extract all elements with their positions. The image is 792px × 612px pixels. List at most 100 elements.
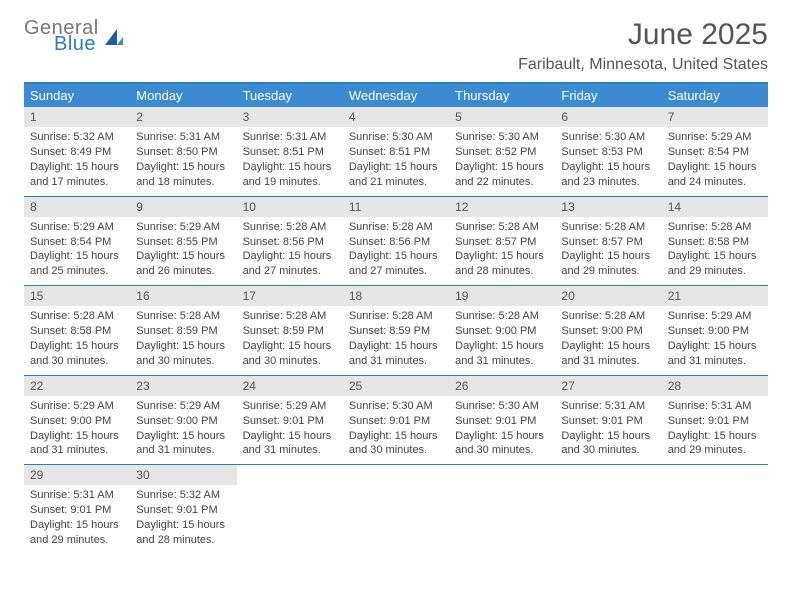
day-details: Sunrise: 5:29 AMSunset: 9:00 PMDaylight:… <box>130 396 236 464</box>
calendar-day-cell: .. <box>237 465 343 554</box>
daylight-line: Daylight: 15 hours and 23 minutes. <box>561 160 655 190</box>
sunrise-line: Sunrise: 5:30 AM <box>561 130 655 145</box>
calendar-day-cell: 3Sunrise: 5:31 AMSunset: 8:51 PMDaylight… <box>237 107 343 196</box>
sunrise-line: Sunrise: 5:30 AM <box>455 399 549 414</box>
sail-icon <box>103 27 125 49</box>
day-number: 20 <box>555 286 661 306</box>
sunrise-line: Sunrise: 5:29 AM <box>30 220 124 235</box>
sunrise-line: Sunrise: 5:28 AM <box>136 309 230 324</box>
calendar-day-cell: 1Sunrise: 5:32 AMSunset: 8:49 PMDaylight… <box>24 107 130 196</box>
weekday-monday: Monday <box>130 83 236 107</box>
day-number: 28 <box>662 376 768 396</box>
day-details: Sunrise: 5:30 AMSunset: 8:52 PMDaylight:… <box>449 127 555 195</box>
day-number: 5 <box>449 107 555 127</box>
sunset-line: Sunset: 8:58 PM <box>668 235 762 250</box>
day-number: 7 <box>662 107 768 127</box>
sunrise-line: Sunrise: 5:30 AM <box>455 130 549 145</box>
day-details: Sunrise: 5:28 AMSunset: 8:56 PMDaylight:… <box>237 217 343 285</box>
daylight-line: Daylight: 15 hours and 29 minutes. <box>561 249 655 279</box>
daylight-line: Daylight: 15 hours and 27 minutes. <box>349 249 443 279</box>
day-number: 10 <box>237 197 343 217</box>
calendar-day-cell: 9Sunrise: 5:29 AMSunset: 8:55 PMDaylight… <box>130 196 236 286</box>
title-block: June 2025 Faribault, Minnesota, United S… <box>518 18 768 74</box>
day-details: Sunrise: 5:30 AMSunset: 9:01 PMDaylight:… <box>449 396 555 464</box>
sunset-line: Sunset: 8:59 PM <box>243 324 337 339</box>
sunset-line: Sunset: 8:58 PM <box>30 324 124 339</box>
daylight-line: Daylight: 15 hours and 31 minutes. <box>30 429 124 459</box>
day-number: 13 <box>555 197 661 217</box>
sunrise-line: Sunrise: 5:31 AM <box>668 399 762 414</box>
sunrise-line: Sunrise: 5:29 AM <box>136 220 230 235</box>
sunrise-line: Sunrise: 5:29 AM <box>136 399 230 414</box>
day-details: Sunrise: 5:28 AMSunset: 8:58 PMDaylight:… <box>662 217 768 285</box>
sunset-line: Sunset: 9:01 PM <box>668 414 762 429</box>
day-details: Sunrise: 5:29 AMSunset: 8:55 PMDaylight:… <box>130 217 236 285</box>
day-details: Sunrise: 5:29 AMSunset: 8:54 PMDaylight:… <box>24 217 130 285</box>
weekday-wednesday: Wednesday <box>343 83 449 107</box>
sunset-line: Sunset: 8:59 PM <box>136 324 230 339</box>
sunrise-line: Sunrise: 5:28 AM <box>30 309 124 324</box>
calendar-day-cell: 8Sunrise: 5:29 AMSunset: 8:54 PMDaylight… <box>24 196 130 286</box>
day-number: 27 <box>555 376 661 396</box>
calendar-day-cell: 4Sunrise: 5:30 AMSunset: 8:51 PMDaylight… <box>343 107 449 196</box>
weekday-header-row: Sunday Monday Tuesday Wednesday Thursday… <box>24 83 768 107</box>
day-details: Sunrise: 5:31 AMSunset: 9:01 PMDaylight:… <box>662 396 768 464</box>
daylight-line: Daylight: 15 hours and 30 minutes. <box>136 339 230 369</box>
sunrise-line: Sunrise: 5:28 AM <box>455 309 549 324</box>
day-number: 1 <box>24 107 130 127</box>
day-details: Sunrise: 5:28 AMSunset: 8:59 PMDaylight:… <box>130 306 236 374</box>
sunrise-line: Sunrise: 5:28 AM <box>561 309 655 324</box>
day-number: 12 <box>449 197 555 217</box>
calendar-day-cell: 10Sunrise: 5:28 AMSunset: 8:56 PMDayligh… <box>237 196 343 286</box>
calendar-day-cell: 5Sunrise: 5:30 AMSunset: 8:52 PMDaylight… <box>449 107 555 196</box>
calendar-day-cell: 21Sunrise: 5:29 AMSunset: 9:00 PMDayligh… <box>662 286 768 376</box>
calendar-day-cell: 19Sunrise: 5:28 AMSunset: 9:00 PMDayligh… <box>449 286 555 376</box>
daylight-line: Daylight: 15 hours and 24 minutes. <box>668 160 762 190</box>
day-details: Sunrise: 5:28 AMSunset: 9:00 PMDaylight:… <box>555 306 661 374</box>
day-details: Sunrise: 5:28 AMSunset: 8:57 PMDaylight:… <box>555 217 661 285</box>
daylight-line: Daylight: 15 hours and 26 minutes. <box>136 249 230 279</box>
calendar-day-cell: 13Sunrise: 5:28 AMSunset: 8:57 PMDayligh… <box>555 196 661 286</box>
sunset-line: Sunset: 8:50 PM <box>136 145 230 160</box>
calendar-table: Sunday Monday Tuesday Wednesday Thursday… <box>24 82 768 554</box>
daylight-line: Daylight: 15 hours and 31 minutes. <box>455 339 549 369</box>
sunrise-line: Sunrise: 5:28 AM <box>455 220 549 235</box>
calendar-day-cell: 26Sunrise: 5:30 AMSunset: 9:01 PMDayligh… <box>449 375 555 465</box>
sunset-line: Sunset: 9:00 PM <box>136 414 230 429</box>
sunset-line: Sunset: 8:54 PM <box>668 145 762 160</box>
daylight-line: Daylight: 15 hours and 31 minutes. <box>561 339 655 369</box>
daylight-line: Daylight: 15 hours and 31 minutes. <box>243 429 337 459</box>
sunset-line: Sunset: 9:01 PM <box>243 414 337 429</box>
calendar-day-cell: .. <box>555 465 661 554</box>
sunrise-line: Sunrise: 5:29 AM <box>668 130 762 145</box>
sunrise-line: Sunrise: 5:28 AM <box>243 309 337 324</box>
sunset-line: Sunset: 9:01 PM <box>30 503 124 518</box>
sunset-line: Sunset: 8:49 PM <box>30 145 124 160</box>
day-details: Sunrise: 5:31 AMSunset: 8:51 PMDaylight:… <box>237 127 343 195</box>
sunset-line: Sunset: 8:52 PM <box>455 145 549 160</box>
sunrise-line: Sunrise: 5:31 AM <box>243 130 337 145</box>
sunset-line: Sunset: 9:01 PM <box>561 414 655 429</box>
day-number: 18 <box>343 286 449 306</box>
sunset-line: Sunset: 9:00 PM <box>30 414 124 429</box>
daylight-line: Daylight: 15 hours and 28 minutes. <box>455 249 549 279</box>
day-details: Sunrise: 5:29 AMSunset: 9:01 PMDaylight:… <box>237 396 343 464</box>
brand-logo: General Blue <box>24 18 125 54</box>
calendar-day-cell: 6Sunrise: 5:30 AMSunset: 8:53 PMDaylight… <box>555 107 661 196</box>
sunrise-line: Sunrise: 5:31 AM <box>561 399 655 414</box>
daylight-line: Daylight: 15 hours and 22 minutes. <box>455 160 549 190</box>
sunset-line: Sunset: 8:51 PM <box>349 145 443 160</box>
calendar-day-cell: 2Sunrise: 5:31 AMSunset: 8:50 PMDaylight… <box>130 107 236 196</box>
day-number: 25 <box>343 376 449 396</box>
day-number: 16 <box>130 286 236 306</box>
sunset-line: Sunset: 8:56 PM <box>349 235 443 250</box>
day-number: 14 <box>662 197 768 217</box>
day-number: 8 <box>24 197 130 217</box>
sunset-line: Sunset: 8:57 PM <box>561 235 655 250</box>
sunset-line: Sunset: 9:01 PM <box>136 503 230 518</box>
sunset-line: Sunset: 8:51 PM <box>243 145 337 160</box>
daylight-line: Daylight: 15 hours and 31 minutes. <box>668 339 762 369</box>
day-number: 24 <box>237 376 343 396</box>
daylight-line: Daylight: 15 hours and 17 minutes. <box>30 160 124 190</box>
daylight-line: Daylight: 15 hours and 18 minutes. <box>136 160 230 190</box>
